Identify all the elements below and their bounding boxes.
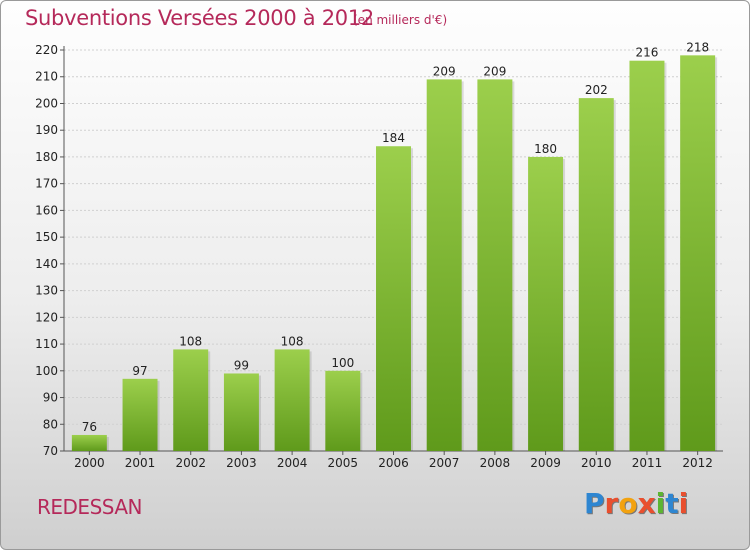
x-tick-label: 2007: [429, 456, 460, 470]
x-tick-label: 2004: [277, 456, 308, 470]
bar-2004: [274, 349, 310, 451]
bar-2007: [426, 79, 462, 451]
y-tick-label: 200: [35, 96, 58, 110]
chart-title: Subventions Versées 2000 à 2012: [25, 6, 374, 30]
proxiti-logo: Proxiti: [584, 487, 688, 520]
data-label: 97: [132, 364, 147, 378]
logo-letter: r: [604, 487, 619, 520]
y-tick-label: 70: [43, 444, 58, 458]
logo-letter: i: [655, 487, 666, 520]
logo-letter: x: [637, 487, 656, 520]
logo-letter: P: [584, 487, 605, 520]
y-tick-label: 120: [35, 310, 58, 324]
x-tick-label: 2001: [125, 456, 156, 470]
y-tick-label: 110: [35, 337, 58, 351]
bar-2003: [223, 373, 259, 451]
bar-2002: [173, 349, 209, 451]
bars: [71, 55, 718, 452]
bar-2012: [680, 55, 716, 451]
chart-subtitle: (en milliers d'€): [353, 13, 448, 27]
data-label: 100: [331, 356, 354, 370]
data-label: 184: [382, 131, 405, 145]
bar-2009: [528, 156, 564, 451]
logo-letter: i: [678, 487, 689, 520]
commune-name: REDESSAN: [37, 495, 142, 519]
x-tick-label: 2003: [226, 456, 257, 470]
y-tick-label: 100: [35, 364, 58, 378]
data-label: 180: [534, 142, 557, 156]
data-label: 216: [636, 46, 659, 60]
y-tick-label: 160: [35, 203, 58, 217]
x-tick-label: 2006: [378, 456, 409, 470]
bar-2001: [122, 378, 158, 451]
y-tick-label: 80: [43, 417, 58, 431]
x-tick-label: 2005: [328, 456, 359, 470]
data-label: 209: [483, 64, 506, 78]
bar-2010: [578, 98, 614, 452]
y-tick-label: 180: [35, 150, 58, 164]
y-tick-label: 140: [35, 257, 58, 271]
y-tick-label: 130: [35, 284, 58, 298]
y-tick-label: 190: [35, 123, 58, 137]
bar-2008: [477, 79, 513, 451]
logo-letter: o: [618, 487, 638, 520]
y-tick-label: 170: [35, 177, 58, 191]
y-tick-label: 90: [43, 391, 58, 405]
logo-letter: t: [665, 487, 679, 520]
bar-2006: [376, 146, 411, 452]
bar-2000: [71, 434, 107, 451]
x-tick-label: 2011: [632, 456, 663, 470]
data-label: 218: [686, 40, 709, 54]
y-tick-label: 150: [35, 230, 58, 244]
data-label: 108: [179, 334, 202, 348]
x-tick-label: 2010: [581, 456, 612, 470]
data-label: 202: [585, 83, 608, 97]
data-label: 99: [234, 358, 249, 372]
x-tick-label: 2008: [480, 456, 511, 470]
bar-2011: [629, 60, 665, 452]
x-tick-label: 2000: [74, 456, 105, 470]
x-tick-label: 2009: [530, 456, 561, 470]
data-labels: 76 97 108 99 108 100 184 209 209 180 202 216 218: [82, 40, 709, 434]
y-tick-label: 220: [35, 43, 58, 57]
data-label: 76: [82, 420, 97, 434]
x-tick-label: 2002: [175, 456, 206, 470]
x-tick-label: 2012: [682, 456, 713, 470]
data-label: 209: [433, 64, 456, 78]
bar-2005: [325, 370, 361, 451]
data-label: 108: [281, 334, 304, 348]
y-tick-label: 210: [35, 70, 58, 84]
